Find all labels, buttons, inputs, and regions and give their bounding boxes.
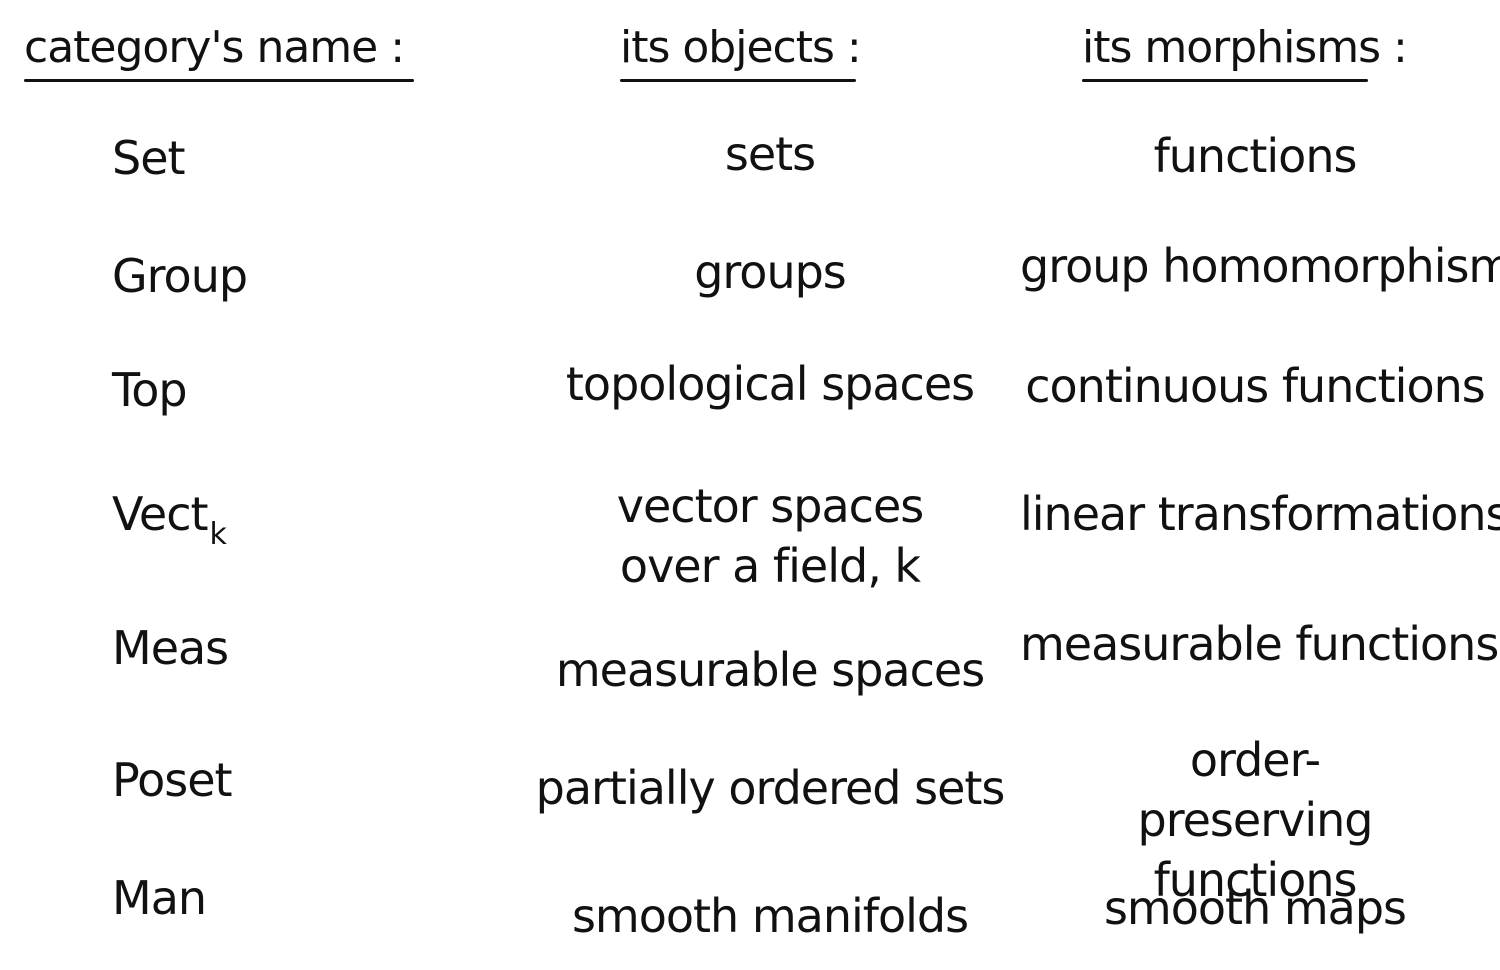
category-name-text: Poset [112, 753, 233, 807]
category-morphisms: functions [1020, 130, 1490, 182]
header-underline [1082, 79, 1368, 82]
category-morphisms: group homomorphisms [1020, 240, 1500, 292]
category-morphisms-text: linear transformations [1020, 487, 1500, 541]
category-morphisms: measurable functions [1020, 618, 1499, 670]
category-morphisms-text: smooth maps [1103, 881, 1407, 935]
category-name: Meas [60, 622, 350, 674]
category-objects: sets [520, 128, 1020, 180]
category-name: Top [60, 364, 350, 416]
category-morphisms: smooth maps [1020, 882, 1490, 934]
category-objects-text: topological spaces [565, 357, 975, 411]
header-morphisms: its morphisms : [1082, 18, 1408, 82]
category-morphisms-text: continuous functions [1025, 359, 1485, 413]
category-name-text: Group [112, 249, 248, 303]
category-name-text: Vect [112, 487, 209, 541]
category-morphisms: order-preserving functions [1020, 730, 1490, 910]
category-name-text: Set [112, 131, 186, 185]
category-objects: groups [520, 246, 1020, 298]
category-morphisms-text: measurable functions [1020, 617, 1499, 671]
category-objects: topological spaces [520, 358, 1020, 410]
header-category-name-text: category's name : [24, 22, 405, 73]
category-objects: smooth manifolds [520, 890, 1020, 942]
category-name-text: Top [112, 363, 188, 417]
category-objects-text: measurable spaces [555, 643, 985, 697]
header-underline [620, 79, 856, 82]
header-category-name: category's name : [24, 18, 414, 82]
category-name: Poset [60, 754, 350, 806]
category-name: Vectk [60, 488, 350, 561]
category-name-text: Meas [112, 621, 229, 675]
header-objects-text: its objects : [620, 22, 862, 73]
category-name: Set [60, 132, 350, 184]
header-underline [24, 79, 414, 82]
category-objects-text: groups [694, 245, 847, 299]
category-name: Man [60, 872, 350, 924]
category-objects: vector spaces over a field, k [520, 476, 1020, 596]
category-objects-text: partially ordered sets [535, 761, 1006, 815]
category-name-subscript: k [209, 517, 227, 552]
header-morphisms-text: its morphisms : [1082, 22, 1408, 73]
category-name-text: Man [112, 871, 207, 925]
category-objects-text: smooth manifolds [571, 889, 969, 943]
category-objects-text: sets [724, 127, 816, 181]
category-objects: partially ordered sets [520, 762, 1020, 814]
category-morphisms-text: functions [1153, 129, 1358, 183]
category-morphisms: linear transformations [1020, 488, 1500, 540]
header-objects: its objects : [620, 18, 862, 82]
category-morphisms-text: group homomorphisms [1020, 239, 1500, 293]
category-objects: measurable spaces [520, 644, 1020, 696]
category-morphisms: continuous functions [1020, 360, 1490, 412]
category-morphisms-text: order-preserving functions [1137, 733, 1374, 907]
category-objects-text: vector spaces over a field, k [616, 479, 924, 593]
category-name: Group [60, 250, 350, 302]
